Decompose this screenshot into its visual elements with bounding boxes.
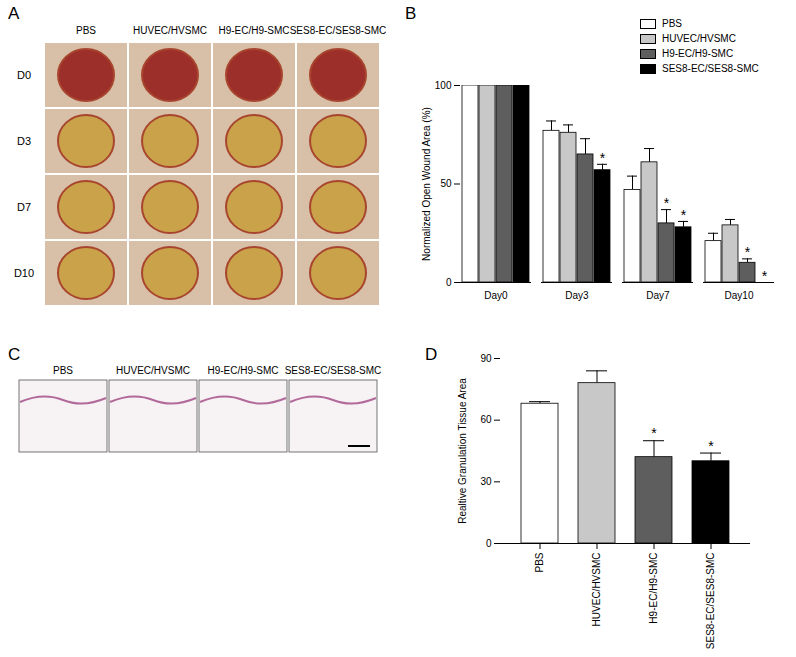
svg-text:H9-EC/H9-SMC: H9-EC/H9-SMC: [648, 553, 659, 624]
svg-text:90: 90: [480, 353, 492, 364]
svg-text:0: 0: [446, 277, 452, 288]
svg-text:D7: D7: [17, 201, 31, 213]
html-text:H9-EC/H9-SMC: H9-EC/H9-SMC: [662, 48, 734, 59]
svg-text:HUVEC/HVSMC: HUVEC/HVSMC: [133, 25, 207, 36]
svg-text:Realtive Granulation Tissue Ar: Realtive Granulation Tissue Area: [457, 378, 468, 524]
svg-text:PBS: PBS: [534, 552, 545, 572]
svg-text:HUVEC/HVSMC: HUVEC/HVSMC: [116, 365, 190, 376]
svg-text:*: *: [745, 244, 751, 260]
svg-text:*: *: [762, 268, 768, 284]
svg-text:*: *: [681, 207, 687, 223]
svg-text:Day10: Day10: [725, 290, 754, 301]
svg-text:60: 60: [480, 414, 492, 425]
svg-text:100: 100: [435, 80, 452, 91]
svg-text:SES8-EC/SES8-SMC: SES8-EC/SES8-SMC: [290, 25, 387, 36]
html-text:A: A: [8, 4, 20, 23]
html-text:D: D: [425, 345, 438, 364]
svg-text:Day0: Day0: [484, 290, 508, 301]
svg-text:PBS: PBS: [53, 365, 73, 376]
svg-text:HUVEC/HVSMC: HUVEC/HVSMC: [591, 553, 602, 627]
svg-text:0: 0: [486, 538, 492, 549]
svg-text:*: *: [600, 150, 606, 166]
svg-text:PBS: PBS: [76, 25, 96, 36]
svg-text:50: 50: [440, 178, 452, 189]
svg-text:*: *: [708, 438, 714, 454]
svg-text:Day7: Day7: [646, 290, 670, 301]
svg-text:*: *: [664, 195, 670, 211]
html-text:B: B: [405, 4, 417, 23]
svg-text:Day3: Day3: [565, 290, 589, 301]
html-text:HUVEC/HVSMC: HUVEC/HVSMC: [662, 33, 736, 44]
html-text:PBS: PBS: [662, 18, 682, 29]
svg-text:D0: D0: [17, 69, 31, 81]
svg-text:H9-EC/H9-SMC: H9-EC/H9-SMC: [218, 25, 289, 36]
svg-text:30: 30: [480, 476, 492, 487]
html-text:SES8-EC/SES8-SMC: SES8-EC/SES8-SMC: [662, 63, 759, 74]
svg-text:Normalized Open Wound Area (%): Normalized Open Wound Area (%): [421, 107, 432, 261]
svg-text:H9-EC/H9-SMC: H9-EC/H9-SMC: [207, 365, 278, 376]
svg-text:*: *: [651, 425, 657, 441]
svg-text:D10: D10: [14, 267, 34, 279]
svg-text:D3: D3: [17, 135, 31, 147]
html-text:C: C: [8, 345, 21, 364]
svg-text:SES8-EC/SES8-SMC: SES8-EC/SES8-SMC: [705, 553, 716, 650]
svg-text:SES8-EC/SES8-SMC: SES8-EC/SES8-SMC: [285, 365, 382, 376]
